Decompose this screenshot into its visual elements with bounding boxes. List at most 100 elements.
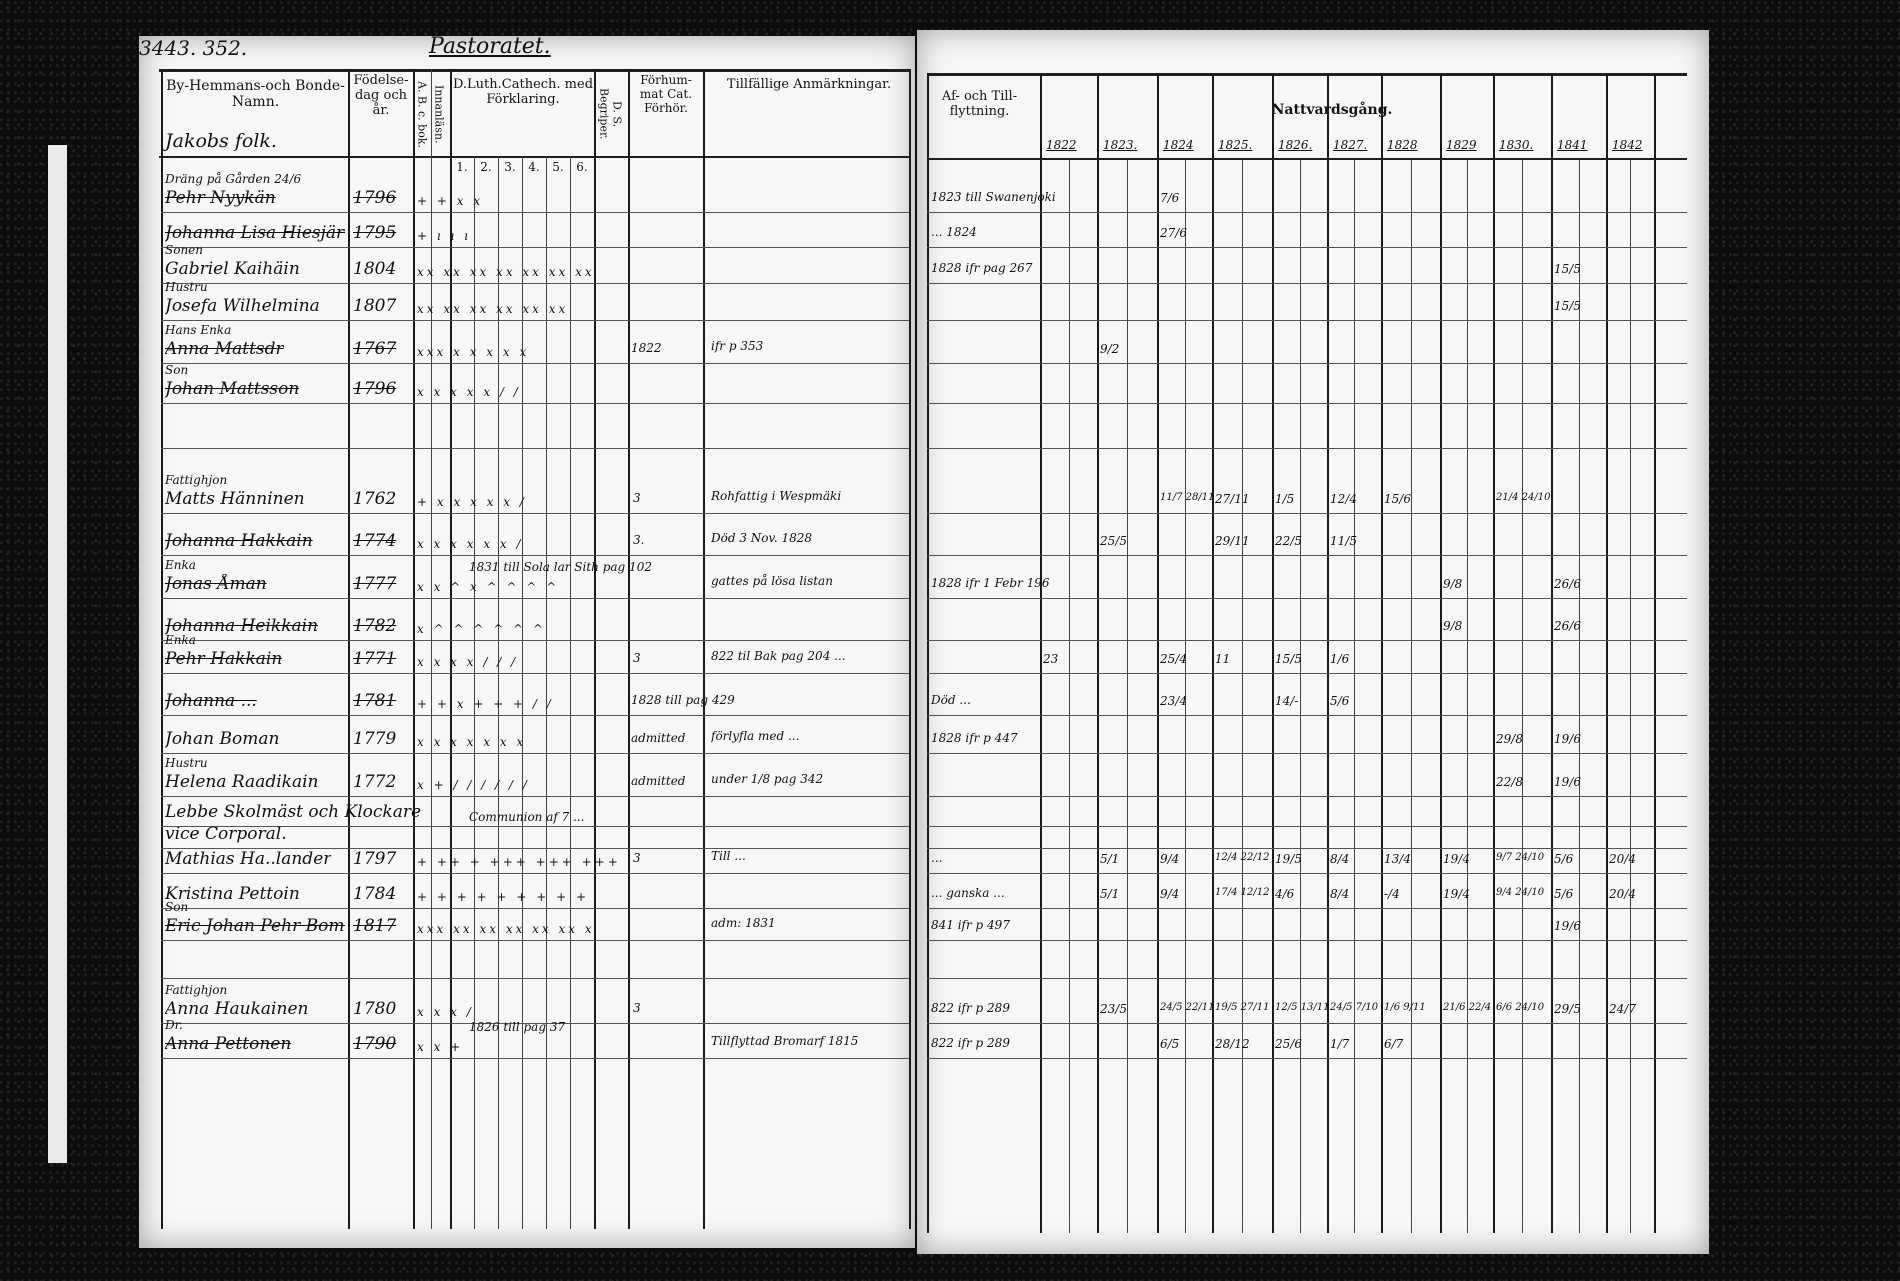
remark: under 1/8 pag 342 [711, 772, 824, 786]
column-rule [348, 69, 350, 1229]
row-note: Hans Enka [165, 323, 232, 337]
header-top-rule [927, 73, 1687, 76]
row-note: Enka [165, 633, 196, 647]
communion-date: 6/6 24/10 [1496, 1002, 1545, 1013]
birth-year: 1784 [353, 884, 397, 904]
year-label: 1825. [1218, 138, 1253, 152]
column-rule [1440, 73, 1442, 1233]
person-name: Helena Raadikain [165, 772, 319, 792]
catechism-marks: x x + [417, 1040, 464, 1054]
birth-year: 1781 [353, 691, 397, 711]
header-catechism: D.Luth.Cathech. med Förklaring. [452, 77, 594, 107]
page-number: 3443. 352. [139, 36, 248, 60]
catechism-marks: + ı ı ı [417, 229, 472, 243]
hearing-entry: 3 [633, 491, 641, 505]
communion-date: 20/4 [1609, 887, 1636, 901]
person-name: Anna Pettonen [165, 1034, 292, 1054]
moving-entry: 841 ifr p 497 [931, 918, 1010, 932]
row-rule [161, 513, 909, 514]
communion-date: 25/4 [1160, 652, 1187, 666]
person-name: Lebbe Skolmäst och Klockare [165, 802, 422, 822]
catechism-marks: x x x x / / / [417, 655, 519, 669]
remark: 822 til Bak pag 204 ... [711, 649, 846, 663]
person-name: Johan Boman [165, 729, 280, 749]
person-name: Anna Haukainen [165, 999, 309, 1019]
left-page: 3443. 352. Pastoratet. By-Hemmans-och Bo… [139, 34, 915, 1248]
column-rule [1097, 73, 1099, 1233]
header-bottom-rule [159, 156, 909, 158]
row-rule [927, 555, 1687, 556]
communion-date: 23 [1043, 652, 1059, 666]
catechism-marks: + + x + + + / / [417, 697, 554, 711]
person-name: Pehr Hakkain [165, 649, 283, 669]
subcolumn-rule [1522, 160, 1523, 1233]
year-label: 1830. [1499, 138, 1534, 152]
communion-date: 9/8 [1443, 577, 1463, 591]
catechism-note: 1831 till Sola lar Sith pag 102 [469, 560, 652, 574]
communion-date: 13/4 [1384, 852, 1411, 866]
catechism-subcolumn-rule [522, 156, 523, 1229]
moving-entry: 1823 till Swanenjoki [931, 190, 1056, 204]
row-note: Dräng på Gården 24/6 [165, 172, 302, 186]
catechism-note: 1826 till pag 37 [469, 1020, 566, 1034]
row-rule [161, 826, 909, 827]
remark: förlyfla med ... [711, 729, 800, 743]
header-abc-book: A. B. c. bok. [415, 80, 429, 148]
person-name: Pehr Nyykän [165, 188, 276, 208]
column-rule [1272, 73, 1274, 1233]
right-page: Af- och Till-flyttning. Nattvardsgång. 1… [917, 30, 1709, 1254]
hearing-entry: 1828 till pag 429 [631, 693, 735, 707]
birth-year: 1772 [353, 772, 397, 792]
communion-date: 8/4 [1330, 852, 1350, 866]
page-title: Pastoratet. [429, 34, 551, 59]
moving-entry: 1828 ifr pag 267 [931, 261, 1033, 275]
communion-date: -/4 [1384, 887, 1400, 901]
row-rule [161, 753, 909, 754]
subcolumn-rule [1242, 160, 1243, 1233]
catechism-marks: x x ^ x ^ ^ ^ ^ [417, 580, 560, 594]
row-rule [161, 320, 909, 321]
birth-year: 1790 [353, 1034, 397, 1054]
row-rule [161, 363, 909, 364]
row-rule [927, 403, 1687, 404]
communion-date: 9/4 [1160, 887, 1180, 901]
communion-date: 4/6 [1275, 887, 1295, 901]
person-name: Matts Hänninen [165, 489, 305, 509]
catechism-part-number: 3. [504, 160, 516, 174]
subcolumn-rule [1630, 160, 1631, 1233]
remark: Till ... [711, 849, 746, 863]
row-rule [927, 940, 1687, 941]
column-rule [628, 69, 630, 1229]
communion-date: 9/4 [1160, 852, 1180, 866]
header-top-rule [159, 69, 909, 72]
row-rule [161, 978, 909, 979]
birth-year: 1796 [353, 379, 397, 399]
birth-year: 1771 [353, 649, 397, 669]
person-name: Johan Mattsson [165, 379, 300, 399]
row-note: Sonen [165, 243, 204, 257]
communion-date: 15/5 [1554, 299, 1581, 313]
hearing-entry: 3 [633, 651, 641, 665]
moving-entry: 822 ifr p 289 [931, 1036, 1010, 1050]
catechism-marks: + + x x [417, 194, 484, 208]
subcolumn-rule [1068, 160, 1070, 1233]
communion-date: 5/6 [1330, 694, 1350, 708]
birth-year: 1795 [353, 223, 397, 243]
birth-year: 1804 [353, 259, 397, 279]
catechism-subcolumn-rule [498, 156, 499, 1229]
row-rule [161, 640, 909, 641]
communion-date: 23/4 [1160, 694, 1187, 708]
communion-date: 19/4 [1443, 852, 1470, 866]
communion-date: 19/5 27/11 [1215, 1002, 1270, 1013]
catechism-marks: + x x x x x / [417, 495, 527, 509]
row-rule [161, 715, 909, 716]
communion-date: 24/5 22/11 [1160, 1002, 1215, 1013]
communion-date: 25/6 [1275, 1037, 1302, 1051]
moving-entry: Död ... [931, 693, 971, 707]
communion-date: 24/5 7/10 [1330, 1002, 1379, 1013]
communion-date: 29/5 [1554, 1002, 1581, 1016]
birth-year: 1817 [353, 916, 397, 936]
catechism-marks: x + / / / / / / [417, 778, 530, 792]
subcolumn-rule [1127, 160, 1128, 1233]
communion-date: 25/5 [1100, 534, 1127, 548]
